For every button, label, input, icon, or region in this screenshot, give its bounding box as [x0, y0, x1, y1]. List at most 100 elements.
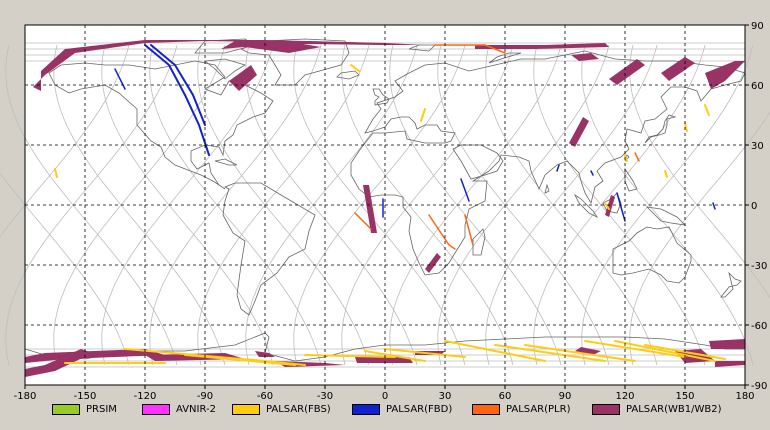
legend-item: PALSAR(FBD) — [352, 402, 452, 416]
observation-swath — [661, 57, 695, 81]
observation-swath — [384, 348, 466, 358]
coastline-sumatra — [573, 193, 599, 219]
legend-item: PALSAR(WB1/WB2) — [592, 402, 722, 416]
observation-swath — [494, 344, 606, 362]
observation-swath — [355, 357, 413, 363]
observation-swath — [590, 170, 594, 176]
observation-swath — [304, 354, 396, 358]
observation-swath — [350, 64, 360, 72]
legend-swatch — [592, 403, 620, 415]
observation-swath — [709, 339, 745, 349]
x-tick-label: -180 — [14, 391, 37, 402]
x-tick-label: 30 — [439, 391, 452, 402]
coastline-madagascar — [472, 228, 486, 256]
observation-swath — [428, 214, 456, 250]
coastline-japan — [644, 114, 677, 144]
legend-label: PRSIM — [86, 403, 117, 415]
legend: PRSIM AVNIR-2 PALSAR(FBS) PALSAR(FBD) PALSAR… — [0, 398, 770, 420]
coastline-baffin — [203, 58, 246, 80]
legend-swatch — [232, 403, 260, 415]
observation-swath — [624, 154, 628, 162]
y-tick-label: 60 — [751, 81, 764, 92]
x-tick-label: -30 — [317, 391, 333, 402]
coastline-arabia — [452, 144, 504, 180]
legend-item: PALSAR(PLR) — [472, 402, 570, 416]
x-tick-label: -60 — [257, 391, 273, 402]
y-axis-ticks: 90 60 30 0 -30 -60 -90 — [745, 21, 767, 392]
observation-swath — [25, 349, 165, 363]
x-tick-label: -150 — [74, 391, 97, 402]
legend-item: AVNIR-2 — [142, 402, 216, 416]
coastline-eurasia-africa — [350, 50, 746, 276]
observation-swath — [609, 59, 645, 85]
observation-swath — [715, 361, 745, 367]
observation-swath — [475, 43, 609, 49]
observation-swath — [634, 152, 640, 162]
observation-swath — [444, 340, 546, 362]
x-axis-ticks: -180 -150 -120 -90 -60 -30 0 30 60 90 120 150 180 — [14, 385, 755, 402]
observation-swath — [556, 164, 560, 172]
observation-swath — [255, 351, 275, 357]
y-tick-label: -60 — [751, 321, 767, 332]
coastline-sri-lanka — [544, 183, 550, 194]
coastline-australia — [612, 226, 692, 284]
observation-swath — [712, 202, 716, 210]
legend-swatch — [472, 403, 500, 415]
legend-label: PALSAR(WB1/WB2) — [626, 403, 722, 415]
legend-swatch — [142, 403, 170, 415]
x-tick-label: 0 — [382, 391, 388, 402]
y-tick-label: 90 — [751, 21, 764, 32]
x-tick-label: -90 — [197, 391, 213, 402]
observation-swath — [354, 212, 372, 230]
observation-swath — [604, 202, 610, 210]
legend-swatch — [52, 403, 80, 415]
observation-swath — [114, 68, 126, 90]
legend-item: PALSAR(FBS) — [232, 402, 331, 416]
observation-swath — [229, 65, 257, 91]
observation-swath — [464, 214, 474, 246]
observation-swath — [184, 354, 296, 366]
coastline-iceland — [336, 70, 360, 80]
observation-swath — [575, 347, 601, 355]
observation-swath — [704, 104, 710, 116]
x-tick-label: -120 — [134, 391, 157, 402]
observation-swath — [364, 350, 426, 362]
legend-label: PALSAR(PLR) — [506, 403, 571, 415]
coastline-uk — [372, 88, 390, 106]
observation-swath — [614, 340, 716, 362]
observation-swath — [524, 344, 636, 362]
legend-swatch — [352, 403, 380, 415]
legend-label: PALSAR(FBD) — [386, 403, 453, 415]
observation-swaths — [25, 40, 745, 377]
coastline-new-zealand — [720, 271, 742, 298]
observation-swath — [150, 44, 206, 126]
observation-swath — [460, 178, 470, 202]
observation-swath — [221, 41, 321, 53]
observation-swath — [420, 108, 426, 122]
observation-swath — [705, 61, 745, 89]
y-tick-label: 30 — [751, 141, 764, 152]
coastline-cuba — [214, 158, 238, 166]
x-tick-label: 180 — [735, 391, 754, 402]
observation-swath — [425, 253, 441, 273]
x-tick-label: 120 — [615, 391, 634, 402]
coastline-north-america — [48, 60, 274, 190]
grid-lines — [25, 25, 745, 385]
coastline-greenland — [239, 38, 350, 86]
observation-swath — [584, 340, 686, 358]
x-tick-label: 90 — [559, 391, 572, 402]
x-tick-label: 150 — [675, 391, 694, 402]
observation-swath — [54, 168, 58, 178]
legend-label: PALSAR(FBS) — [266, 403, 331, 415]
y-tick-label: -30 — [751, 261, 767, 272]
observation-swath — [664, 170, 668, 178]
legend-item: PRSIM — [52, 402, 117, 416]
observation-swath — [569, 117, 589, 147]
observation-swath — [571, 53, 599, 61]
coastline-novaya-zemlya — [488, 52, 522, 64]
observation-swath — [616, 192, 626, 222]
x-tick-label: 60 — [499, 391, 512, 402]
observation-swath — [144, 44, 210, 156]
observation-swath — [605, 195, 615, 217]
